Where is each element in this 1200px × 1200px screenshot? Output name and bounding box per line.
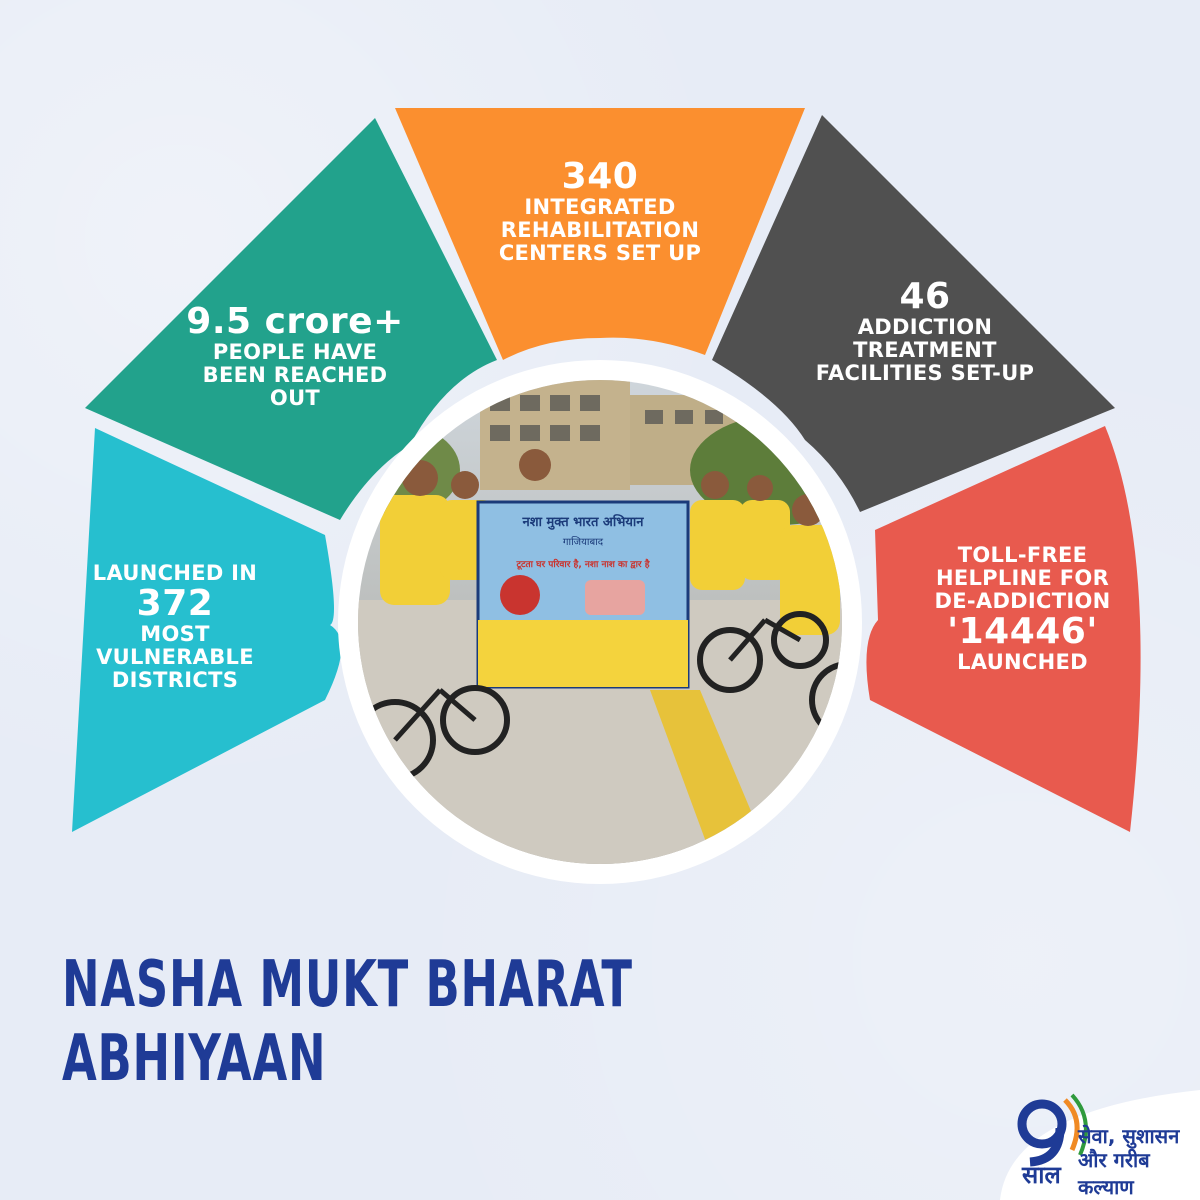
districts-line-1: MOST — [140, 622, 210, 646]
centers-number: 340 — [561, 156, 639, 197]
facilities-number: 46 — [899, 276, 951, 317]
centers-line-1: INTEGRATED — [524, 195, 676, 219]
facilities-line-1: ADDICTION — [857, 315, 993, 339]
segment-centers — [395, 108, 805, 360]
segment-centers-text: 340 INTEGRATED REHABILITATION CENTERS SE… — [460, 158, 740, 265]
banner-title: नशा मुक्त भारत अभियान — [522, 514, 645, 530]
people-number: 9.5 crore+ — [186, 301, 404, 342]
logo-saal: साल — [1022, 1161, 1061, 1189]
facilities-line-2: TREATMENT — [853, 338, 997, 362]
facilities-line-3: FACILITIES SET-UP — [815, 361, 1035, 385]
segment-districts-text: LAUNCHED IN 372 MOST VULNERABLE DISTRICT… — [60, 562, 290, 692]
helpline-number: '14446' — [947, 611, 1098, 652]
segment-facilities — [712, 115, 1115, 512]
helpline-post: LAUNCHED — [957, 650, 1088, 674]
helpline-pre-1: TOLL-FREE — [957, 543, 1088, 567]
logo-line-2: और गरीब कल्याण — [1078, 1148, 1150, 1199]
districts-number: 372 — [136, 583, 214, 624]
districts-line-2: VULNERABLE — [96, 645, 254, 669]
logo-backdrop — [1000, 1090, 1200, 1200]
segment-facilities-text: 46 ADDICTION TREATMENT FACILITIES SET-UP — [780, 278, 1070, 385]
people-line-3: OUT — [269, 386, 321, 410]
logo-nine-icon — [1017, 1099, 1067, 1149]
districts-pre: LAUNCHED IN — [92, 561, 258, 585]
segment-people-text: 9.5 crore+ PEOPLE HAVE BEEN REACHED OUT — [150, 303, 440, 410]
centers-line-3: CENTERS SET UP — [498, 241, 702, 265]
helpline-pre-2: HELPLINE FOR — [935, 566, 1110, 590]
segment-helpline — [866, 426, 1141, 832]
banner-slogan: टूटता घर परिवार है, नशा नाश का द्वार है — [515, 558, 650, 570]
title-line-1: NASHA MUKT BHARAT — [62, 948, 633, 1022]
people-line-2: BEEN REACHED — [202, 363, 388, 387]
segment-districts — [72, 428, 342, 832]
logo-line-1: सेवा, सुशासन — [1078, 1124, 1180, 1148]
segment-helpline-text: TOLL-FREE HELPLINE FOR DE-ADDICTION '144… — [905, 544, 1140, 674]
helpline-pre-3: DE-ADDICTION — [934, 589, 1111, 613]
title-line-2: ABHIYAAN — [62, 1022, 327, 1096]
people-line-1: PEOPLE HAVE — [212, 340, 378, 364]
districts-line-3: DISTRICTS — [111, 668, 239, 692]
banner-subtitle: गाजियाबाद — [563, 536, 604, 548]
segment-people — [85, 118, 497, 520]
page-title: NASHA MUKT BHARAT ABHIYAAN — [62, 948, 633, 1096]
centers-line-2: REHABILITATION — [500, 218, 700, 242]
